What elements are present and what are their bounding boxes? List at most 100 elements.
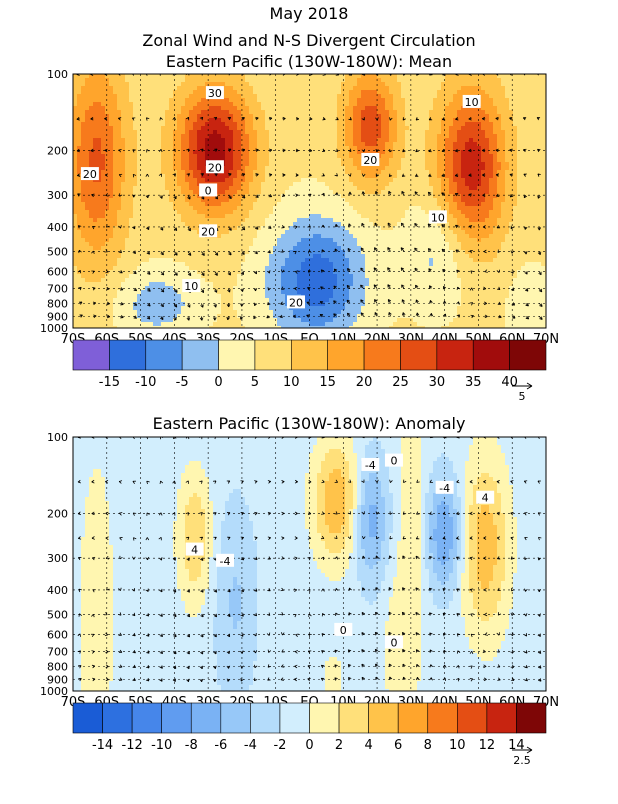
- heatmap-cell: [361, 146, 366, 151]
- heatmap-cell: [453, 166, 458, 171]
- heatmap-cell: [141, 114, 146, 119]
- heatmap-cell: [233, 82, 238, 87]
- heatmap-cell: [113, 102, 118, 107]
- heatmap-cell: [405, 162, 410, 167]
- heatmap-cell: [345, 154, 350, 159]
- heatmap-cell: [89, 78, 94, 83]
- heatmap-cell: [329, 178, 334, 183]
- heatmap-cell: [177, 138, 182, 143]
- heatmap-cell: [437, 150, 442, 155]
- heatmap-cell: [181, 222, 186, 227]
- heatmap-cell: [129, 130, 134, 135]
- heatmap-cell: [349, 86, 354, 91]
- heatmap-cell: [393, 222, 398, 227]
- heatmap-cell: [457, 90, 462, 95]
- heatmap-cell: [321, 178, 326, 183]
- heatmap-cell: [133, 194, 138, 199]
- heatmap-cell: [341, 194, 346, 199]
- heatmap-cell: [481, 162, 486, 167]
- heatmap-cell: [441, 138, 446, 143]
- heatmap-cell: [93, 198, 98, 203]
- heatmap-cell: [253, 74, 258, 79]
- heatmap-cell: [461, 214, 466, 219]
- heatmap-cell: [481, 82, 486, 87]
- heatmap-cell: [445, 222, 450, 227]
- heatmap-cell: [437, 118, 442, 123]
- heatmap-cell: [165, 138, 170, 143]
- heatmap-cell: [157, 230, 162, 235]
- heatmap-cell: [441, 126, 446, 131]
- heatmap-cell: [345, 178, 350, 183]
- heatmap-cell: [357, 214, 362, 219]
- heatmap-cell: [481, 122, 486, 127]
- heatmap-cell: [405, 122, 410, 127]
- heatmap-cell: [153, 146, 158, 151]
- heatmap-cell: [121, 222, 126, 227]
- heatmap-cell: [257, 94, 262, 99]
- heatmap-cell: [493, 234, 498, 239]
- heatmap-cell: [389, 194, 394, 199]
- heatmap-cell: [433, 74, 438, 79]
- heatmap-cell: [113, 158, 118, 163]
- heatmap-cell: [309, 122, 314, 127]
- heatmap-cell: [417, 170, 422, 175]
- heatmap-cell: [269, 90, 274, 95]
- heatmap-cell: [369, 90, 374, 95]
- heatmap-cell: [165, 222, 170, 227]
- heatmap-cell: [349, 82, 354, 87]
- heatmap-cell: [533, 74, 538, 79]
- heatmap-cell: [309, 170, 314, 175]
- heatmap-cell: [521, 86, 526, 91]
- heatmap-cell: [181, 118, 186, 123]
- heatmap-cell: [445, 74, 450, 79]
- heatmap-cell: [321, 238, 326, 243]
- heatmap-cell: [353, 134, 358, 139]
- heatmap-cell: [229, 166, 234, 171]
- heatmap-cell: [261, 206, 266, 211]
- heatmap-cell: [517, 122, 522, 127]
- heatmap-cell: [273, 134, 278, 139]
- heatmap-cell: [473, 206, 478, 211]
- heatmap-cell: [89, 134, 94, 139]
- heatmap-cell: [433, 98, 438, 103]
- heatmap-cell: [105, 94, 110, 99]
- heatmap-cell: [473, 214, 478, 219]
- heatmap-cell: [521, 146, 526, 151]
- heatmap-cell: [489, 130, 494, 135]
- heatmap-cell: [73, 78, 78, 83]
- heatmap-cell: [217, 206, 222, 211]
- heatmap-cell: [145, 218, 150, 223]
- heatmap-cell: [481, 202, 486, 207]
- heatmap-cell: [193, 158, 198, 163]
- heatmap-cell: [261, 138, 266, 143]
- heatmap-cell: [533, 174, 538, 179]
- heatmap-cell: [249, 238, 254, 243]
- heatmap-cell: [373, 86, 378, 91]
- heatmap-cell: [205, 146, 210, 151]
- heatmap-cell: [317, 238, 322, 243]
- heatmap-cell: [105, 102, 110, 107]
- heatmap-cell: [349, 186, 354, 191]
- heatmap-cell: [397, 122, 402, 127]
- heatmap-cell: [129, 222, 134, 227]
- heatmap-cell: [109, 154, 114, 159]
- heatmap-cell: [301, 194, 306, 199]
- heatmap-cell: [113, 198, 118, 203]
- heatmap-cell: [349, 210, 354, 215]
- heatmap-cell: [337, 182, 342, 187]
- heatmap-cell: [185, 174, 190, 179]
- heatmap-cell: [505, 142, 510, 147]
- heatmap-cell: [449, 114, 454, 119]
- heatmap-cell: [533, 134, 538, 139]
- heatmap-cell: [485, 158, 490, 163]
- heatmap-cell: [129, 110, 134, 115]
- heatmap-cell: [409, 202, 414, 207]
- heatmap-cell: [433, 206, 438, 211]
- heatmap-cell: [417, 74, 422, 79]
- heatmap-cell: [321, 122, 326, 127]
- heatmap-cell: [101, 114, 106, 119]
- heatmap-cell: [501, 150, 506, 155]
- heatmap-cell: [505, 214, 510, 219]
- heatmap-cell: [181, 182, 186, 187]
- heatmap-cell: [393, 78, 398, 83]
